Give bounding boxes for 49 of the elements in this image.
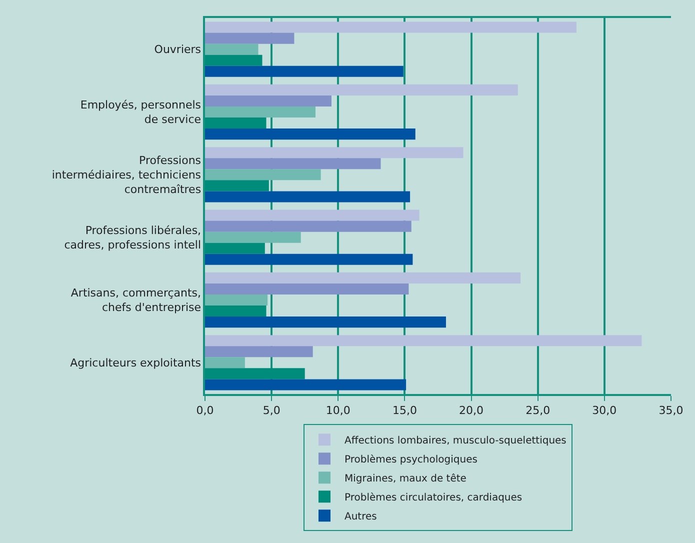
- legend-label: Migraines, maux de tête: [344, 473, 466, 484]
- bar: [205, 294, 268, 306]
- bar: [205, 316, 446, 328]
- x-tick-label: 0,0: [196, 404, 214, 417]
- bar: [205, 32, 294, 44]
- bar: [205, 118, 266, 129]
- bar: [205, 335, 642, 346]
- y-tick-label: Agriculteurs exploitants: [70, 356, 202, 370]
- y-tick-label: Employés, personnels de service: [80, 98, 202, 126]
- bar: [205, 346, 313, 358]
- legend-label: Problèmes circulatoires, cardiaques: [344, 492, 522, 504]
- legend-label: Problèmes psychologiques: [344, 454, 478, 466]
- y-tick-label: Professions intermédiaires, techniciens contremaîtres: [52, 154, 202, 196]
- bar: [205, 180, 269, 192]
- x-tick-label: 10,0: [326, 404, 350, 417]
- bar: [205, 232, 301, 243]
- bar: [205, 210, 420, 221]
- bar: [205, 147, 464, 158]
- y-tick-label: Artisans, commerçants, chefs d'entreprise: [70, 286, 202, 314]
- bar: [205, 191, 410, 202]
- bar: [205, 66, 404, 77]
- bar: [205, 272, 521, 284]
- bar: [205, 169, 321, 180]
- legend-label: Autres: [344, 511, 377, 522]
- bar: [205, 283, 409, 294]
- x-tick-label: 5,0: [262, 404, 280, 417]
- x-tick-label: 35,0: [658, 404, 684, 417]
- bar: [205, 357, 245, 368]
- bar: [205, 22, 576, 33]
- bar: [205, 254, 413, 265]
- bar: [205, 220, 412, 232]
- bar: [205, 54, 262, 66]
- legend-label: Affections lombaires, musculo-squelettiques: [344, 435, 566, 446]
- x-tick-label: 20,0: [459, 404, 484, 417]
- bar: [205, 242, 265, 254]
- bar: [205, 306, 266, 317]
- y-tick-label: Professions libérales, cadres, professions intell: [64, 224, 202, 252]
- bar: [205, 379, 406, 390]
- bar: [205, 106, 316, 118]
- y-tick-label: Ouvriers: [154, 43, 202, 56]
- bar: [205, 95, 332, 106]
- bar: [205, 84, 518, 96]
- x-tick-label: 25,0: [526, 404, 550, 417]
- bar: [205, 128, 416, 140]
- bar: [205, 368, 305, 380]
- bar: [205, 158, 381, 170]
- x-tick-label: 30,0: [592, 404, 617, 417]
- bar: [205, 44, 258, 55]
- x-tick-label: 15,0: [392, 404, 417, 417]
